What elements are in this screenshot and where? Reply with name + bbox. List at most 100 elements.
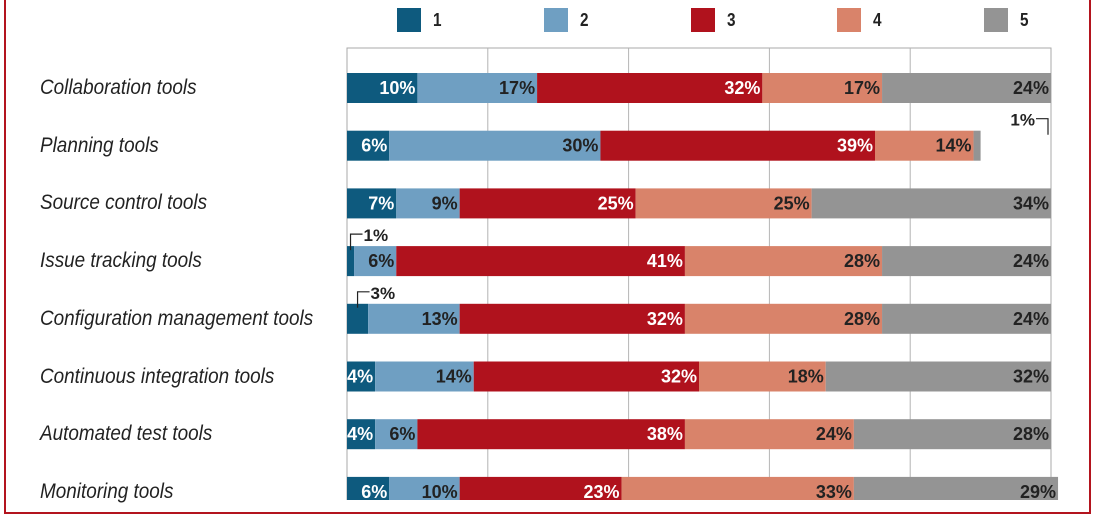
bar-segment [375, 361, 474, 392]
bar-segment [684, 419, 854, 450]
bar-segment [347, 188, 397, 219]
data-label: 6% [361, 482, 387, 500]
plot-border [346, 47, 1052, 500]
data-label: 24% [1013, 309, 1049, 329]
legend-label: 1 [433, 9, 442, 30]
data-label: 28% [1013, 424, 1049, 444]
data-label: 10% [422, 482, 458, 500]
bar-segment [347, 476, 390, 500]
data-label: 24% [816, 424, 852, 444]
bar-segment [684, 246, 883, 277]
callout-leader [349, 233, 363, 251]
bar-segment [417, 419, 685, 450]
bar-segment [347, 419, 376, 450]
bar-segment [347, 361, 376, 392]
legend-item: 2 [544, 7, 590, 33]
bar-segment [347, 303, 369, 334]
legend-item: 1 [397, 7, 443, 33]
data-label: 9% [432, 193, 458, 213]
data-label: 32% [647, 309, 683, 329]
data-label: 38% [647, 424, 683, 444]
data-label: 25% [774, 193, 810, 213]
category-label: Configuration management tools [40, 306, 314, 330]
bar-segment [368, 303, 460, 334]
data-label: 14% [436, 367, 472, 387]
legend-swatch [837, 8, 861, 32]
data-label: 28% [844, 251, 880, 271]
data-label: 30% [562, 136, 598, 156]
bar-segment [882, 246, 1051, 277]
data-label: 34% [1013, 193, 1049, 213]
stacked-bar-chart: 10% 17% 32% 17% 24% 6% 30% 39% 14% 1% 7% 9% 25% 25% 34… [346, 47, 1059, 500]
data-label: 28% [844, 309, 880, 329]
bar-segment [973, 130, 981, 161]
bar-segment [853, 419, 1051, 450]
data-label: 41% [647, 251, 683, 271]
data-label: 7% [368, 193, 394, 213]
data-label: 32% [1013, 367, 1049, 387]
data-label: 13% [422, 309, 458, 329]
bar-segment [811, 188, 1051, 219]
bar-segment [875, 130, 974, 161]
category-label: Monitoring tools [40, 479, 174, 503]
legend-item: 3 [691, 7, 737, 33]
data-label: 14% [936, 136, 972, 156]
data-label: 18% [788, 367, 824, 387]
data-label: 25% [598, 193, 634, 213]
bar-segment [882, 303, 1051, 334]
legend-item: 4 [837, 7, 883, 33]
bar-segment [699, 361, 826, 392]
bar-segment [354, 246, 397, 277]
legend: 1 2 3 4 5 [0, 0, 1100, 40]
callout-leader [1036, 118, 1049, 135]
bar-segment [825, 361, 1051, 392]
bar-segment [853, 476, 1059, 500]
legend-label: 3 [727, 9, 736, 30]
data-label: 6% [368, 251, 394, 271]
data-label: 23% [584, 482, 620, 500]
data-label: 32% [724, 78, 760, 98]
bar-segment [417, 73, 538, 103]
data-label: 6% [389, 424, 415, 444]
legend-swatch [691, 8, 715, 32]
data-label: 17% [844, 78, 880, 98]
data-label: 32% [661, 367, 697, 387]
legend-item: 5 [984, 7, 1030, 33]
bar-segment [347, 130, 390, 161]
bar-segment [389, 476, 460, 500]
legend-swatch [397, 8, 421, 32]
legend-swatch [984, 8, 1008, 32]
data-label: 29% [1020, 482, 1056, 500]
bar-segment [459, 303, 685, 334]
data-label: 6% [361, 136, 387, 156]
data-label: 24% [1013, 251, 1049, 271]
legend-label: 5 [1020, 9, 1029, 30]
data-label: 33% [816, 482, 852, 500]
bar-segment [600, 130, 875, 161]
data-label: 17% [499, 78, 535, 98]
bar-segment [473, 361, 699, 392]
bar-segment [882, 73, 1051, 103]
callout-label: 1% [364, 226, 389, 245]
category-label: Continuous integration tools [40, 364, 275, 388]
bar-segment [459, 188, 636, 219]
bar-segment [684, 303, 883, 334]
bar-segment [347, 246, 355, 277]
legend-label: 4 [873, 9, 882, 30]
legend-swatch [544, 8, 568, 32]
bar-segment [635, 188, 812, 219]
data-label: 4% [347, 367, 373, 387]
bar-segment [396, 246, 685, 277]
bar-segment [396, 188, 460, 219]
bar-segment [375, 419, 418, 450]
category-label: Collaboration tools [40, 76, 197, 99]
category-label: Automated test tools [40, 422, 213, 446]
category-label: Issue tracking tools [40, 249, 202, 273]
bar-segment [347, 73, 418, 103]
data-label: 4% [347, 424, 373, 444]
data-label: 24% [1013, 78, 1049, 98]
legend-label: 2 [580, 9, 589, 30]
callout-label: 1% [1010, 111, 1035, 130]
bar-segment [459, 476, 622, 500]
bar-segment [537, 73, 763, 103]
